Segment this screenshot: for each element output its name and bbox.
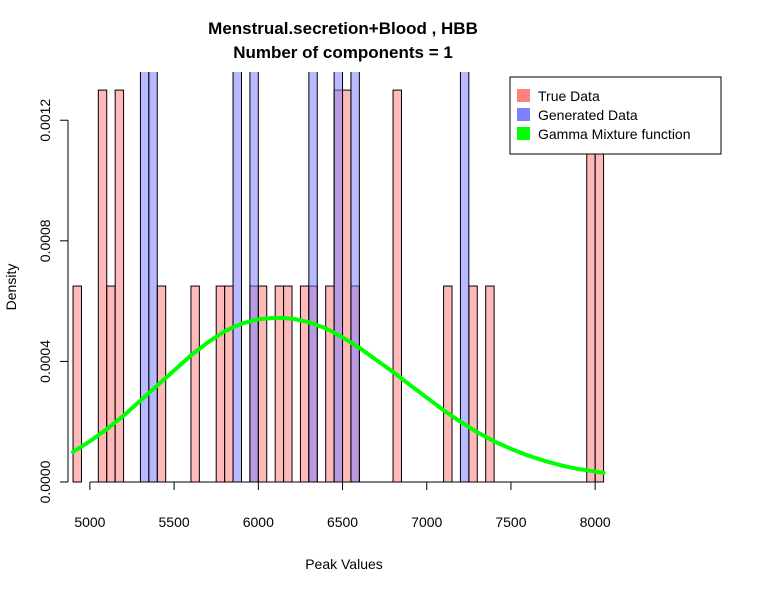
y-axis-label: Density xyxy=(3,264,19,311)
gamma-mixture-curve xyxy=(71,315,606,475)
y-tick-label: 0.0012 xyxy=(37,99,53,142)
x-tick-label: 7500 xyxy=(495,514,526,530)
generated-data-bar xyxy=(232,72,242,483)
legend-label: True Data xyxy=(538,88,600,104)
x-tick-label: 8000 xyxy=(580,514,611,530)
true-data-bar xyxy=(392,89,402,483)
true-data-bar xyxy=(190,285,200,483)
legend-label: Generated Data xyxy=(538,107,638,123)
legend-swatch xyxy=(517,108,530,121)
true-data-bar xyxy=(97,89,108,483)
chart-title-line-2: Number of components = 1 xyxy=(233,43,453,62)
generated-data-bar xyxy=(308,72,318,483)
x-tick-label: 6500 xyxy=(327,514,358,530)
true-data-bar xyxy=(283,285,293,483)
y-axis: 0.0000 0.0004 0.0008 0.0012 xyxy=(37,99,69,503)
generated-data-bar xyxy=(249,72,259,483)
generated-data-bar xyxy=(459,72,470,483)
true-data-bar xyxy=(72,285,82,483)
generated-data-bar xyxy=(350,72,360,483)
generated-data-bar xyxy=(139,72,150,483)
y-tick-label: 0.0000 xyxy=(37,460,53,503)
true-data-bar xyxy=(215,285,226,483)
true-data-bar xyxy=(299,285,310,483)
x-axis: 5000 5500 6000 6500 7000 7500 8000 xyxy=(74,481,611,530)
legend-box xyxy=(509,76,722,155)
x-axis-label: Peak Values xyxy=(305,556,383,572)
true-data-bar xyxy=(325,285,335,483)
x-tick-label: 5000 xyxy=(74,514,105,530)
generated-data-bar xyxy=(333,72,344,483)
true-data-bar xyxy=(224,285,234,483)
legend-swatch xyxy=(517,127,530,140)
legend-swatch xyxy=(517,89,530,102)
x-tick-label: 6000 xyxy=(243,514,274,530)
true-data-bar xyxy=(342,89,352,483)
true-data-bar xyxy=(257,285,268,483)
x-tick-label: 7000 xyxy=(411,514,442,530)
y-tick-label: 0.0004 xyxy=(37,340,53,383)
generated-data-bar xyxy=(148,72,158,483)
legend: True Data Generated Data Gamma Mixture fun… xyxy=(509,76,722,155)
legend-label: Gamma Mixture function xyxy=(538,126,691,142)
y-tick-label: 0.0008 xyxy=(37,219,53,262)
true-data-bar xyxy=(274,285,285,483)
curve-layer xyxy=(71,315,606,475)
true-data-bar xyxy=(443,285,453,483)
chart-title-line-1: Menstrual.secretion+Blood , HBB xyxy=(208,19,478,38)
bars-layer xyxy=(72,72,605,483)
x-tick-label: 5500 xyxy=(159,514,190,530)
true-data-bar xyxy=(485,285,495,483)
true-data-bar xyxy=(468,285,478,483)
true-data-bar xyxy=(106,285,116,483)
chart-title: Menstrual.secretion+Blood , HBB Number o… xyxy=(208,19,478,62)
